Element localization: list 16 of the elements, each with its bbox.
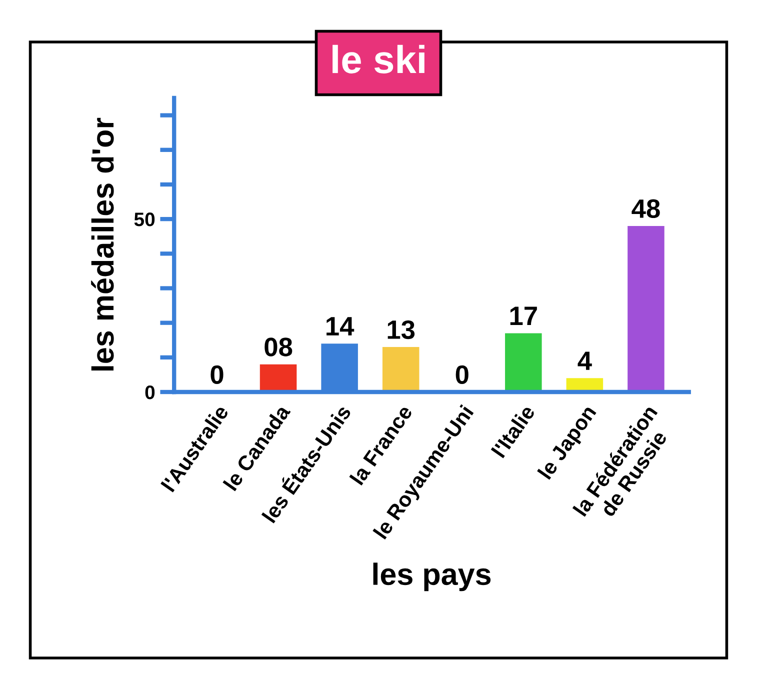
data-label: 0 (210, 365, 224, 384)
x-axis-title: les pays (373, 562, 491, 592)
chart-title: le ski (332, 44, 424, 74)
y-tick-label: 50 (134, 212, 155, 226)
bar (505, 333, 542, 392)
bar (628, 226, 664, 392)
data-label: 14 (326, 317, 354, 336)
bar (382, 347, 420, 392)
y-axis-title: les médailles d'or (91, 118, 114, 370)
data-label: 08 (264, 338, 292, 356)
data-label: 0 (456, 365, 468, 384)
data-label: 48 (632, 199, 660, 218)
data-label: 4 (578, 352, 592, 370)
bar (260, 364, 297, 392)
data-label: 17 (510, 306, 537, 325)
data-label: 13 (388, 320, 415, 340)
